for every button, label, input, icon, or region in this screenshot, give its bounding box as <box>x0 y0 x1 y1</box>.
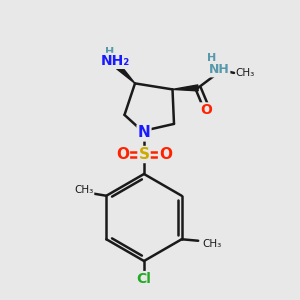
Text: CH₃: CH₃ <box>74 185 94 195</box>
Polygon shape <box>117 65 135 83</box>
Text: O: O <box>116 147 129 162</box>
Text: CH₃: CH₃ <box>236 68 255 78</box>
Text: S: S <box>139 147 149 162</box>
Text: NH₂: NH₂ <box>100 54 130 68</box>
Text: N: N <box>138 125 150 140</box>
Text: CH₃: CH₃ <box>203 239 222 249</box>
Text: NH: NH <box>208 63 230 76</box>
Text: O: O <box>159 147 172 162</box>
Polygon shape <box>172 85 198 91</box>
Text: O: O <box>200 103 212 117</box>
Text: H: H <box>208 53 217 63</box>
Text: H: H <box>106 47 115 57</box>
Text: Cl: Cl <box>136 272 152 286</box>
